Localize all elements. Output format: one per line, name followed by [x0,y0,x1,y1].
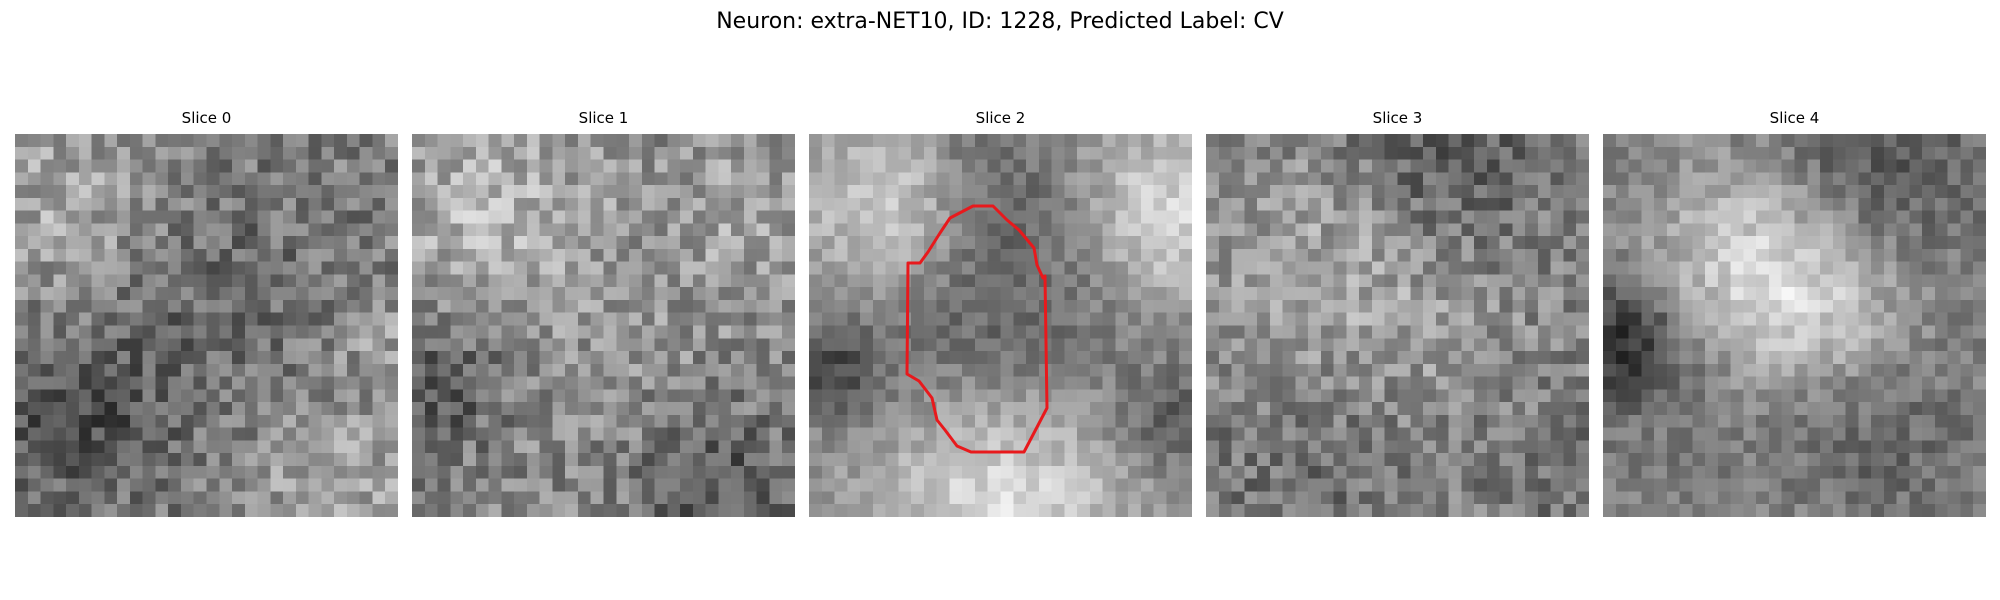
slice-panel-1: Slice 1 [412,108,795,517]
grayscale-slice-image [15,134,398,517]
slice-title: Slice 2 [975,109,1026,127]
slice-panel-3: Slice 3 [1206,108,1589,517]
grayscale-slice-image [1603,134,1986,517]
slice-pixel-grid [1206,134,1589,517]
slice-panel-2: Slice 2 [809,108,1192,517]
grayscale-slice-image [412,134,795,517]
slice-pixel-grid [412,134,795,517]
slice-panel-0: Slice 0 [15,108,398,517]
slice-panel-4: Slice 4 [1603,108,1986,517]
grayscale-slice-image [809,134,1192,517]
slice-pixel-grid [15,134,398,517]
segmentation-contour-overlay [905,204,1049,454]
slice-pixel-grid [1603,134,1986,517]
slice-title: Slice 0 [181,109,232,127]
figure-title: Neuron: extra-NET10, ID: 1228, Predicted… [716,9,1284,34]
slice-title: Slice 3 [1372,109,1423,127]
grayscale-slice-image [1206,134,1589,517]
slice-title: Slice 4 [1769,109,1820,127]
segmentation-contour [905,204,1049,454]
slice-title: Slice 1 [578,109,629,127]
